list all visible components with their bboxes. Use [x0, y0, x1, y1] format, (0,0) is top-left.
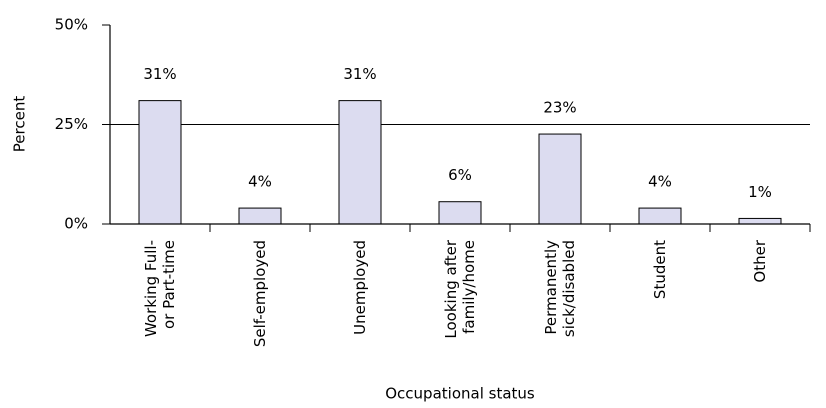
- bar: [138, 100, 182, 225]
- y-tick-label: 0%: [64, 215, 88, 233]
- x-tick-label: Unemployed: [351, 240, 369, 335]
- x-tick-label: Student: [651, 240, 669, 299]
- data-label: 31%: [143, 65, 176, 83]
- x-tick-label: Self-employed: [251, 240, 269, 347]
- bar: [338, 100, 382, 225]
- bar: [238, 207, 282, 225]
- bar: [538, 133, 582, 225]
- data-label: 6%: [448, 166, 472, 184]
- y-tick-label: 25%: [55, 115, 88, 133]
- x-tick-label: Looking afterfamily/home: [442, 239, 478, 338]
- bar: [638, 207, 682, 225]
- y-axis-title: Percent: [11, 96, 29, 153]
- y-tick-label: 50%: [55, 16, 88, 34]
- x-axis-title: Occupational status: [385, 385, 535, 403]
- data-label: 31%: [343, 65, 376, 83]
- data-label: 23%: [543, 99, 576, 117]
- data-label: 4%: [248, 173, 272, 191]
- x-tick-label: Other: [751, 239, 769, 282]
- x-tick-label: Permanentlysick/disabled: [542, 240, 578, 337]
- bar: [438, 201, 482, 225]
- bar: [738, 217, 782, 225]
- data-label: 1%: [748, 183, 772, 201]
- x-tick-label: Working Full-or Part-time: [142, 240, 178, 337]
- data-label: 4%: [648, 173, 672, 191]
